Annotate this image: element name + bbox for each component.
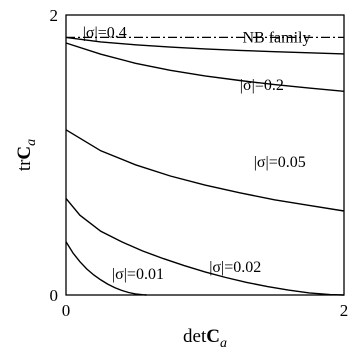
y-tick-label-0: 0	[50, 286, 59, 305]
series-line-4	[65, 241, 147, 296]
series-group	[65, 36, 345, 296]
curve-annotation-0: |σ|=0.4	[83, 25, 127, 42]
ticks-group: 0 2 0 2	[50, 6, 348, 320]
y-axis-label-group: trCa	[14, 139, 39, 171]
y-tick-label-1: 2	[50, 6, 59, 25]
annotations-group: |σ|=0.4 NB family |σ|=0.2 |σ|=0.05 |σ|=0.02 |…	[83, 25, 311, 284]
curve-annotation-3: |σ|=0.05	[254, 154, 306, 171]
series-line-0	[65, 36, 345, 55]
series-line-3	[65, 197, 345, 296]
x-tick-label-1: 2	[340, 301, 348, 320]
x-axis-label: detCa	[183, 326, 227, 351]
series-line-1	[65, 42, 345, 92]
curve-annotation-1: NB family	[243, 29, 311, 46]
curve-annotation-4: |σ|=0.02	[209, 259, 261, 276]
curve-annotation-5: |σ|=0.01	[112, 266, 164, 283]
x-tick-label-0: 0	[62, 301, 71, 320]
series-line-2	[65, 129, 345, 212]
plot-frame	[65, 14, 345, 296]
curve-annotation-2: |σ|=0.2	[240, 77, 284, 94]
y-axis-label: trCa	[14, 139, 39, 171]
